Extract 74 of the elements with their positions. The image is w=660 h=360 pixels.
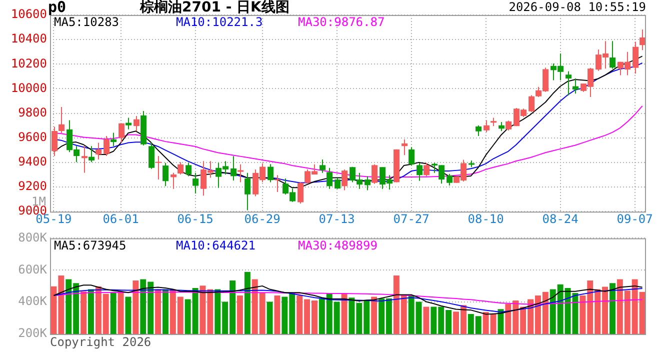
candlestick — [342, 168, 348, 191]
candlestick — [170, 172, 176, 190]
candlestick — [238, 164, 244, 183]
candlestick — [326, 167, 332, 190]
candlestick — [476, 124, 482, 137]
candlestick — [484, 120, 490, 133]
candlestick — [364, 176, 370, 191]
candlestick — [148, 142, 154, 170]
candlestick — [334, 177, 340, 190]
candlestick — [244, 172, 250, 211]
x-tick-label: 08-24 — [542, 212, 578, 226]
y-tick-label: 10200 — [10, 56, 47, 70]
candlestick — [268, 164, 274, 183]
x-tick-label: 08-10 — [468, 212, 504, 226]
text: MA30:489899 — [298, 238, 378, 252]
candlestick — [632, 41, 638, 74]
chart-title: 棕榈油2701 - 日K线图 — [139, 0, 290, 16]
text: MA5:10283 — [54, 15, 120, 30]
candlestick — [52, 126, 58, 157]
candlestick — [424, 162, 430, 177]
candlestick — [372, 164, 378, 184]
candlestick — [104, 136, 110, 157]
y-tick-label: 9600 — [18, 130, 47, 144]
candlestick — [88, 146, 94, 163]
candlestick — [408, 146, 414, 166]
y-tick-label: 10400 — [10, 32, 47, 46]
x-tick-label: 07-27 — [393, 212, 430, 226]
candlestick — [82, 146, 88, 174]
candlestick — [640, 29, 646, 51]
candlestick — [134, 116, 140, 132]
y-tick-label: 200K — [18, 326, 48, 340]
candlestick — [156, 156, 162, 180]
candlestick — [528, 94, 534, 112]
y-tick-label: 10000 — [10, 80, 47, 95]
candlestick — [162, 162, 168, 187]
y-tick-label: 9400 — [18, 154, 47, 169]
candlestick — [506, 120, 512, 132]
annotation: p0 — [48, 0, 66, 16]
text: MA5:673945 — [54, 238, 126, 252]
candlestick — [96, 142, 102, 160]
y-tick-label: 600K — [18, 262, 48, 276]
text: MA10:10221.3 — [176, 15, 263, 30]
candlestick — [416, 162, 422, 182]
text: Copyright 2026 — [50, 335, 152, 350]
candlestick — [498, 122, 504, 132]
x-tick-label: 07-13 — [318, 212, 355, 226]
x-tick-label: 09-07 — [616, 212, 653, 226]
candlestick — [230, 156, 236, 182]
text: 2026-09-08 10:55:19 — [508, 0, 646, 14]
x-tick-label: 06-01 — [102, 212, 139, 226]
y-tick-label: 9200 — [18, 179, 47, 194]
candlestick — [610, 40, 616, 70]
candlestick — [402, 138, 408, 156]
x-tick-label: 06-29 — [244, 212, 280, 226]
candlestick — [298, 182, 304, 204]
x-tick-label: 06-15 — [177, 212, 214, 226]
candlestick — [572, 78, 578, 94]
candlestick — [126, 117, 132, 130]
candlestick — [566, 70, 572, 96]
candlestick — [192, 172, 198, 194]
candlestick — [186, 162, 192, 177]
text: MA30:9876.87 — [298, 15, 385, 30]
candlestick — [320, 159, 326, 174]
y-tick-label: 800K — [18, 230, 48, 244]
y-tick-label: 400K — [18, 294, 48, 308]
y-tick-label: 9800 — [18, 105, 47, 120]
y-tick-label: 10600 — [10, 7, 47, 22]
candlestick — [178, 162, 184, 175]
candlestick — [446, 173, 452, 186]
candlestick — [110, 132, 116, 147]
candlestick — [58, 106, 64, 134]
candlestick — [118, 122, 124, 144]
text: MA10:644621 — [176, 238, 256, 252]
candlestick — [274, 174, 280, 192]
